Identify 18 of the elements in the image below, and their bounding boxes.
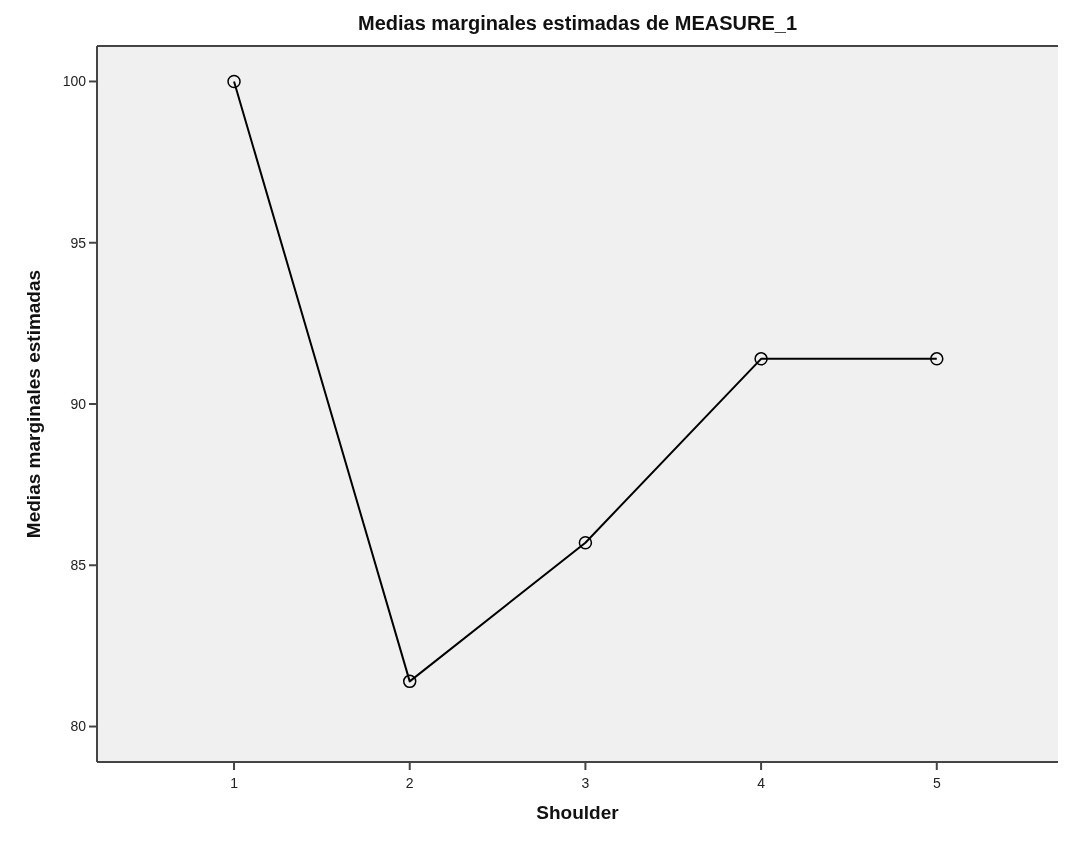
x-axis-title: Shoulder	[536, 802, 620, 823]
point	[754, 352, 768, 366]
point	[227, 74, 241, 89]
point	[930, 352, 944, 366]
y-tick-label: 90	[70, 395, 87, 412]
x-tick-label: 4	[757, 775, 766, 791]
y-tick-label: 100	[62, 73, 87, 90]
x-tick-label: 3	[581, 775, 590, 791]
y-tick-label: 85	[70, 557, 87, 574]
x-tick-label: 1	[230, 775, 239, 791]
point	[402, 674, 417, 689]
x-tick-label: 5	[932, 775, 941, 791]
y-tick-label: 95	[70, 234, 87, 251]
x-tick-label: 2	[405, 775, 414, 791]
point	[578, 535, 593, 550]
y-tick-label: 80	[70, 718, 87, 735]
y-axis-title: Medias marginales estimadas	[23, 269, 44, 539]
chart-title: Medias marginales estimadas de MEASURE_1	[357, 12, 798, 34]
